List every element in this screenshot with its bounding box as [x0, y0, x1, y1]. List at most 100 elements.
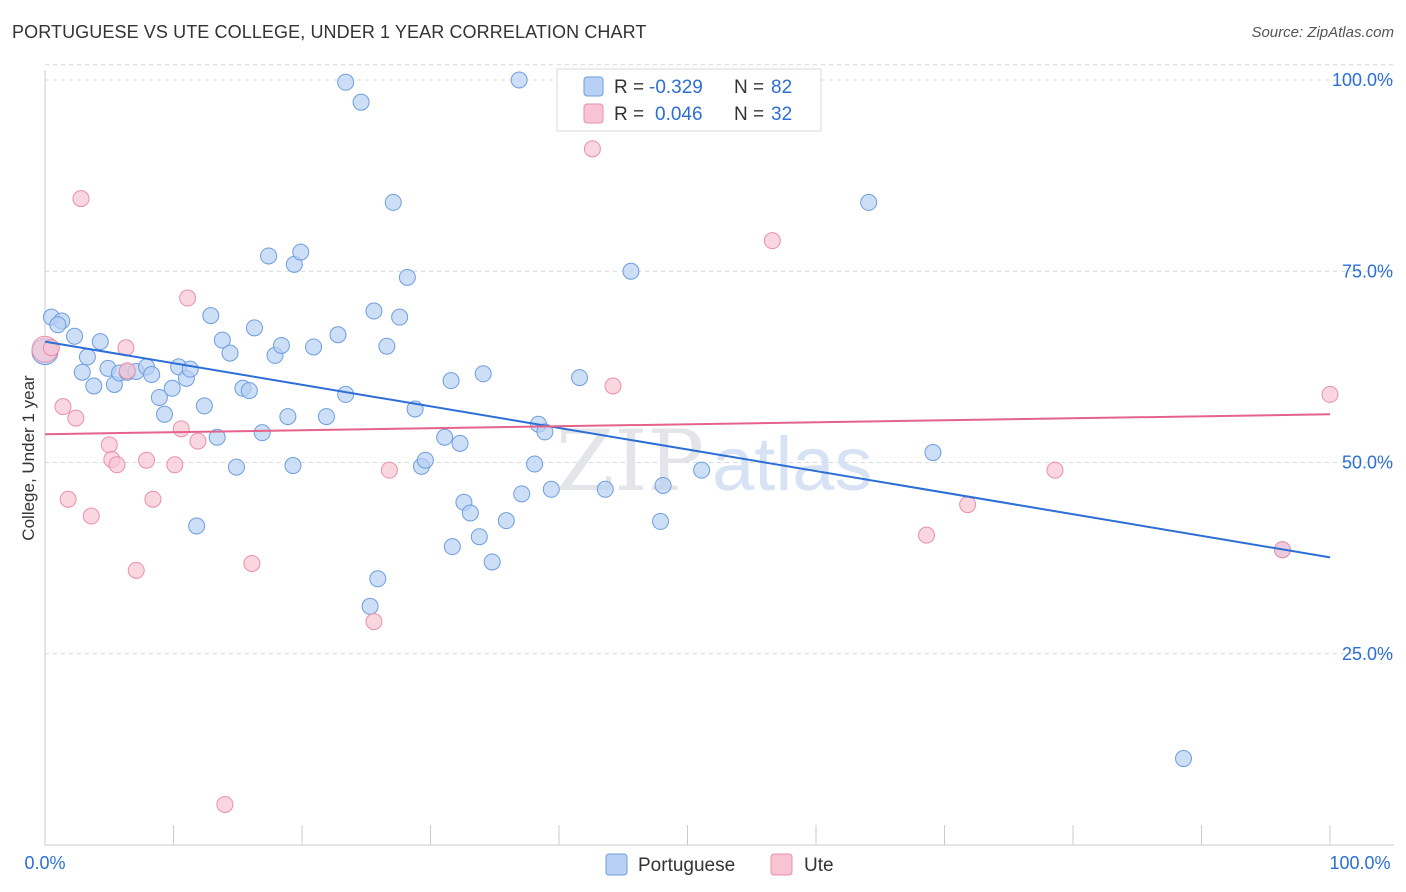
portuguese-r-value: -0.329 — [649, 77, 703, 98]
portuguese-point[interactable] — [85, 377, 103, 395]
portuguese-point[interactable] — [436, 428, 454, 446]
ute-point[interactable] — [100, 436, 118, 454]
portuguese-point[interactable] — [860, 193, 878, 211]
portuguese-point[interactable] — [596, 480, 614, 498]
portuguese-point[interactable] — [398, 268, 416, 286]
ute-point[interactable] — [67, 409, 85, 427]
ute-point[interactable] — [82, 507, 100, 525]
portuguese-point[interactable] — [337, 385, 355, 403]
portuguese-point[interactable] — [91, 333, 109, 351]
legend-label-ute: Ute — [804, 855, 834, 876]
portuguese-point[interactable] — [181, 360, 199, 378]
portuguese-point[interactable] — [195, 397, 213, 415]
portuguese-point[interactable] — [384, 193, 402, 211]
ute-point[interactable] — [127, 561, 145, 579]
portuguese-point[interactable] — [317, 408, 335, 426]
portuguese-point[interactable] — [536, 423, 554, 441]
ute-point[interactable] — [166, 456, 184, 474]
portuguese-point[interactable] — [73, 363, 91, 381]
axes — [44, 70, 1394, 846]
portuguese-point[interactable] — [1175, 750, 1193, 768]
portuguese-point[interactable] — [443, 538, 461, 556]
portuguese-point[interactable] — [483, 553, 501, 571]
portuguese-point[interactable] — [329, 326, 347, 344]
source-attribution: Source: ZipAtlas.com — [1251, 24, 1394, 41]
portuguese-point[interactable] — [272, 336, 290, 354]
portuguese-point[interactable] — [188, 517, 206, 535]
portuguese-point[interactable] — [202, 307, 220, 325]
portuguese-point[interactable] — [526, 455, 544, 473]
portuguese-point[interactable] — [245, 319, 263, 337]
portuguese-point[interactable] — [240, 382, 258, 400]
portuguese-point[interactable] — [542, 480, 560, 498]
ute-point[interactable] — [118, 362, 136, 380]
portuguese-point[interactable] — [284, 457, 302, 475]
portuguese-point[interactable] — [416, 451, 434, 469]
ute-point[interactable] — [144, 490, 162, 508]
portuguese-point[interactable] — [924, 444, 942, 462]
x-tick-labels: 0.0% 100.0% — [24, 853, 1390, 873]
portuguese-point[interactable] — [213, 331, 231, 349]
portuguese-point[interactable] — [150, 388, 168, 406]
portuguese-point[interactable] — [461, 504, 479, 522]
portuguese-point[interactable] — [510, 71, 528, 89]
legend-item-ute[interactable]: Ute — [770, 853, 834, 876]
portuguese-point[interactable] — [208, 428, 226, 446]
portuguese-point[interactable] — [365, 302, 383, 320]
portuguese-r-label: R = — [614, 77, 644, 98]
portuguese-point[interactable] — [156, 405, 174, 423]
portuguese-point[interactable] — [451, 434, 469, 452]
ute-point[interactable] — [189, 432, 207, 450]
ute-point[interactable] — [918, 526, 936, 544]
portuguese-point[interactable] — [361, 597, 379, 615]
ute-point[interactable] — [763, 232, 781, 250]
portuguese-point[interactable] — [513, 485, 531, 503]
portuguese-point[interactable] — [143, 366, 161, 384]
portuguese-point[interactable] — [622, 262, 640, 280]
portuguese-point[interactable] — [474, 365, 492, 383]
ute-point[interactable] — [179, 289, 197, 307]
portuguese-point[interactable] — [378, 337, 396, 355]
stats-legend-box: R = -0.329 N = 82 R = 0.046 N = 32 — [556, 68, 822, 132]
y-tick-label: 50.0% — [1342, 453, 1393, 473]
portuguese-point[interactable] — [369, 570, 387, 588]
portuguese-point[interactable] — [442, 372, 460, 390]
legend-item-portuguese[interactable]: Portuguese — [605, 853, 735, 876]
ute-point[interactable] — [583, 140, 601, 158]
ute-point[interactable] — [959, 496, 977, 514]
ute-point[interactable] — [365, 613, 383, 631]
ute-point[interactable] — [1321, 385, 1339, 403]
portuguese-point[interactable] — [571, 369, 589, 387]
portuguese-point[interactable] — [66, 327, 84, 345]
portuguese-point[interactable] — [652, 512, 670, 530]
portuguese-point[interactable] — [253, 424, 271, 442]
portuguese-point[interactable] — [654, 476, 672, 494]
ute-point[interactable] — [59, 490, 77, 508]
portuguese-point[interactable] — [227, 458, 245, 476]
portuguese-point[interactable] — [391, 308, 409, 326]
ute-point[interactable] — [108, 456, 126, 474]
portuguese-point[interactable] — [221, 344, 239, 362]
ute-point[interactable] — [216, 795, 234, 813]
portuguese-point[interactable] — [292, 243, 310, 261]
portuguese-point[interactable] — [260, 247, 278, 265]
portuguese-point[interactable] — [305, 338, 323, 356]
portuguese-point[interactable] — [497, 512, 515, 530]
ute-point[interactable] — [1046, 461, 1064, 479]
ute-point[interactable] — [380, 461, 398, 479]
ute-point[interactable] — [604, 377, 622, 395]
portuguese-point[interactable] — [470, 528, 488, 546]
ute-point[interactable] — [243, 554, 261, 572]
ute-point[interactable] — [72, 190, 90, 208]
portuguese-point[interactable] — [279, 408, 297, 426]
portuguese-point[interactable] — [352, 93, 370, 111]
portuguese-point[interactable] — [337, 73, 355, 91]
ute-point[interactable] — [54, 398, 72, 416]
portuguese-point[interactable] — [693, 461, 711, 479]
portuguese-point[interactable] — [78, 348, 96, 366]
ute-point[interactable] — [172, 420, 190, 438]
portuguese-point[interactable] — [49, 316, 67, 334]
ute-point[interactable] — [138, 451, 156, 469]
portuguese-point[interactable] — [163, 379, 181, 397]
